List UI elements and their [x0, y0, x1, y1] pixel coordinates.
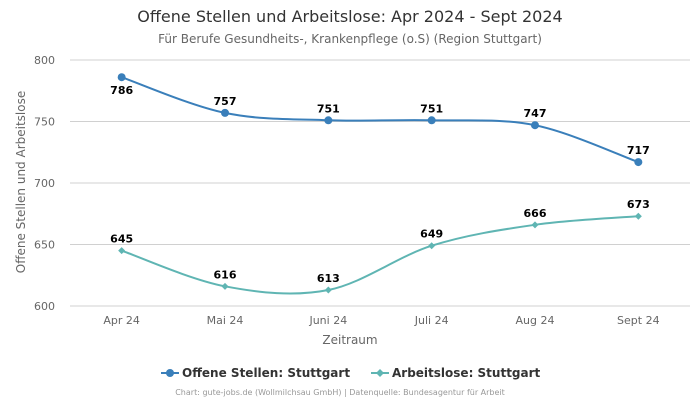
chart-credits: Chart: gute-jobs.de (Wollmilchsau GmbH) …	[175, 388, 505, 397]
series-line-arbeitslose	[121, 215, 639, 295]
legend-marker-offene-stellen	[166, 369, 174, 377]
data-label: 613	[317, 272, 340, 285]
y-tick-label: 700	[34, 177, 55, 190]
data-label: 616	[214, 268, 237, 281]
data-point[interactable]	[427, 116, 436, 125]
series-group	[117, 73, 643, 295]
series-line-offene-stellen	[121, 76, 639, 164]
x-tick-label: Sept 24	[617, 314, 660, 327]
data-label: 747	[524, 107, 547, 120]
data-point[interactable]	[634, 212, 642, 220]
legend-label-arbeitslose: Arbeitslose: Stuttgart	[392, 366, 541, 380]
data-labels: 786 757 751 751 747 717 645 616 613 649 666 673	[110, 84, 650, 285]
data-label: 717	[627, 144, 650, 157]
grid-lines	[70, 59, 690, 307]
x-tick-label: Juli 24	[414, 314, 449, 327]
x-tick-label: Aug 24	[516, 314, 555, 327]
data-label: 649	[420, 228, 443, 241]
data-label: 751	[317, 102, 340, 115]
data-label: 757	[214, 95, 237, 108]
data-label: 786	[110, 84, 133, 97]
legend-item-arbeitslose[interactable]: Arbeitslose: Stuttgart	[371, 366, 541, 380]
data-point[interactable]	[324, 286, 332, 294]
y-tick-label: 650	[34, 239, 55, 252]
x-tick-label: Mai 24	[207, 314, 244, 327]
chart-subtitle: Für Berufe Gesundheits-, Krankenpflege (…	[158, 32, 542, 46]
legend-label-offene-stellen: Offene Stellen: Stuttgart	[182, 366, 350, 380]
series-arbeitslose	[118, 212, 642, 295]
data-point[interactable]	[531, 121, 539, 130]
data-point[interactable]	[324, 116, 333, 125]
data-label: 673	[627, 198, 650, 211]
y-tick-label: 600	[34, 300, 55, 313]
y-tick-label: 750	[34, 116, 55, 129]
legend-item-offene-stellen[interactable]: Offene Stellen: Stuttgart	[161, 366, 350, 380]
x-tick-label: Juni 24	[308, 314, 347, 327]
x-axis-title: Zeitraum	[322, 333, 377, 347]
legend-marker-arbeitslose	[376, 369, 384, 377]
data-point[interactable]	[634, 158, 643, 167]
data-label: 751	[420, 102, 443, 115]
y-tick-label: 800	[34, 54, 55, 67]
data-label: 645	[110, 233, 133, 246]
data-label: 666	[524, 207, 547, 220]
x-axis-ticks: Apr 24 Mai 24 Juni 24 Juli 24 Aug 24 Sept 24	[103, 314, 659, 327]
x-tick-label: Apr 24	[103, 314, 140, 327]
legend: Offene Stellen: Stuttgart Arbeitslose: S…	[161, 366, 541, 380]
data-point[interactable]	[221, 282, 229, 290]
data-point[interactable]	[531, 221, 539, 229]
data-point[interactable]	[117, 73, 126, 82]
y-axis-title: Offene Stellen und Arbeitslose	[14, 91, 28, 273]
data-point[interactable]	[118, 247, 126, 255]
data-point[interactable]	[428, 242, 436, 250]
chart-title: Offene Stellen und Arbeitslose: Apr 2024…	[137, 7, 562, 26]
y-axis-ticks: 600 650 700 750 800	[34, 54, 55, 313]
series-offene-stellen	[117, 73, 643, 167]
data-point[interactable]	[221, 108, 229, 117]
